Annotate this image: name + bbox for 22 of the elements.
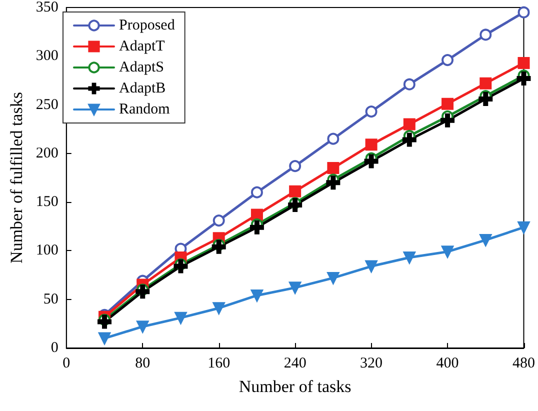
- x-tick-label: 480: [512, 356, 535, 372]
- y-axis-title: Number of fulfilled tasks: [7, 92, 26, 264]
- legend-label: AdaptS: [119, 60, 164, 76]
- x-tick-label: 0: [62, 356, 70, 372]
- x-tick-label: 240: [284, 356, 306, 372]
- y-tick-label: 0: [50, 340, 58, 356]
- x-tick-label: 400: [436, 356, 459, 372]
- y-tick-label: 150: [36, 194, 58, 210]
- x-axis-title: Number of tasks: [238, 377, 352, 396]
- x-tick-label: 80: [135, 356, 150, 372]
- y-tick-label: 50: [43, 291, 58, 308]
- y-tick-label: 100: [36, 242, 58, 259]
- y-tick-label: 250: [36, 96, 58, 113]
- y-tick-label: 350: [36, 0, 58, 16]
- x-tick-label: 320: [360, 356, 383, 372]
- x-tick-label: 160: [208, 356, 230, 372]
- y-tick-label: 200: [36, 145, 58, 162]
- legend-label: AdaptB: [119, 80, 166, 96]
- legend-label: Proposed: [119, 18, 176, 34]
- legend-label: AdaptT: [119, 38, 165, 54]
- legend-label: Random: [119, 102, 170, 118]
- y-tick-label: 300: [36, 48, 58, 64]
